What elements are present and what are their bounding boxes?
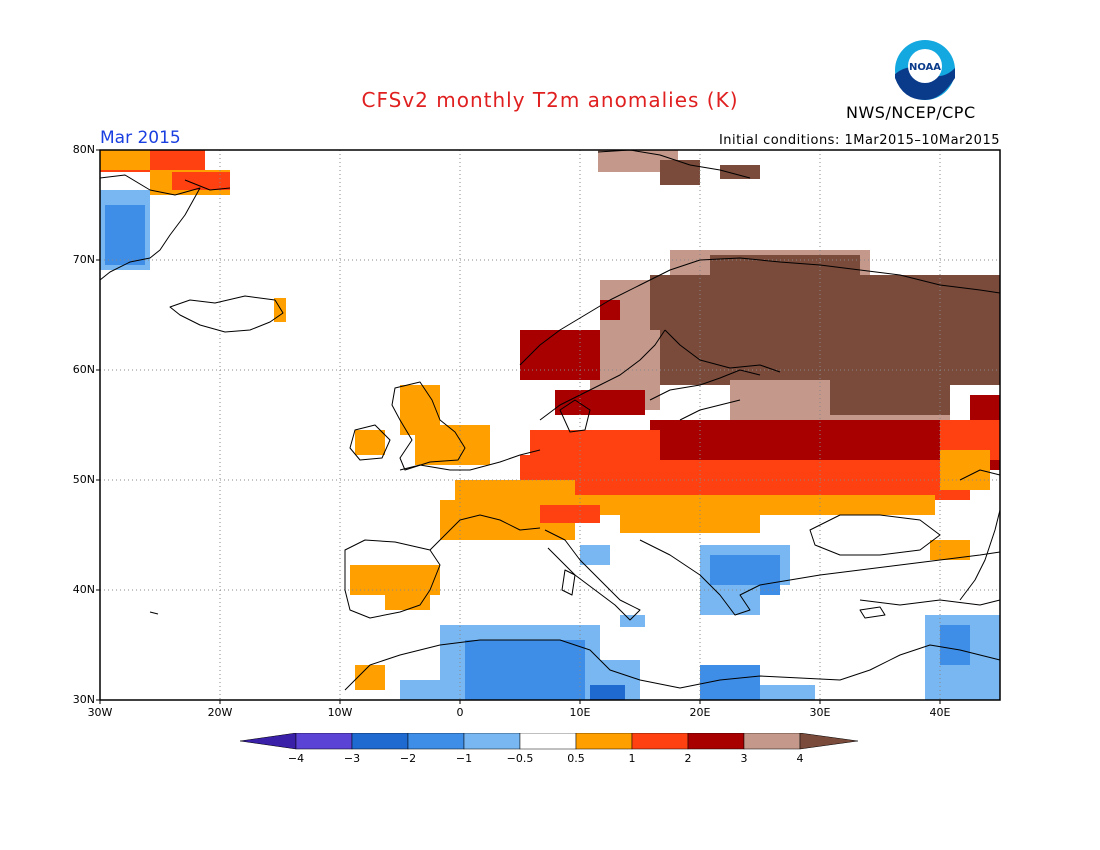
axis-ticks xyxy=(96,149,941,704)
lat-label-80n: 80N xyxy=(72,143,95,156)
colorbar-swatch-2-1 xyxy=(407,733,465,750)
noaa-logo: NOAA xyxy=(893,38,957,102)
colorbar-label-3: 3 xyxy=(740,752,748,765)
initial-conditions-label: Initial conditions: 1Mar2015–10Mar2015 xyxy=(718,133,1000,148)
lat-label-40n: 40N xyxy=(72,583,95,596)
colorbar-label-m1: −1 xyxy=(455,752,473,765)
month-label: Mar 2015 xyxy=(100,128,181,148)
colorbar-swatch-1-2 xyxy=(631,733,689,750)
lat-label-60n: 60N xyxy=(72,363,95,376)
lon-label-10w: 10W xyxy=(327,706,353,719)
colorbar-swatch-1-05 xyxy=(463,733,521,750)
colorbar-swatch-4-3 xyxy=(295,733,353,750)
colorbar-label-m05: −0.5 xyxy=(506,752,534,765)
colorbar-swatch-gt-4 xyxy=(799,733,859,750)
lon-label-30w: 30W xyxy=(87,706,113,719)
colorbar-swatch-05-1 xyxy=(575,733,633,750)
colorbar-label-m4: −4 xyxy=(287,752,305,765)
colorbar-swatch-2-3 xyxy=(687,733,745,750)
lon-label-20w: 20W xyxy=(207,706,233,719)
colorbar-label-05: 0.5 xyxy=(567,752,585,765)
noaa-logo-text: NOAA xyxy=(909,62,941,73)
colorbar-label-m2: −2 xyxy=(399,752,417,765)
colorbar-label-2: 2 xyxy=(684,752,692,765)
lat-label-30n: 30N xyxy=(72,693,95,706)
lon-label-40e: 40E xyxy=(929,706,951,719)
colorbar-label-m3: −3 xyxy=(343,752,361,765)
colorbar-swatch-3-2 xyxy=(351,733,409,750)
colorbar-swatch-3-4 xyxy=(743,733,801,750)
anomaly-shading xyxy=(100,150,1000,700)
colorbar-label-4: 4 xyxy=(796,752,804,765)
colorbar-label-1: 1 xyxy=(628,752,636,765)
lon-label-10e: 10E xyxy=(569,706,591,719)
map-frame xyxy=(99,149,1001,701)
lon-label-20e: 20E xyxy=(689,706,711,719)
lat-label-50n: 50N xyxy=(72,473,95,486)
organization-label: NWS/NCEP/CPC xyxy=(846,103,976,122)
map-title: CFSv2 monthly T2m anomalies (K) xyxy=(361,88,739,112)
colorbar-swatch-neutral xyxy=(519,733,577,750)
colorbar-swatch-lt-4 xyxy=(239,733,297,750)
lon-label-30e: 30E xyxy=(809,706,831,719)
coastlines xyxy=(99,149,1001,691)
lat-label-70n: 70N xyxy=(72,253,95,266)
colorbar xyxy=(239,733,859,750)
lon-label-0: 0 xyxy=(456,706,464,719)
